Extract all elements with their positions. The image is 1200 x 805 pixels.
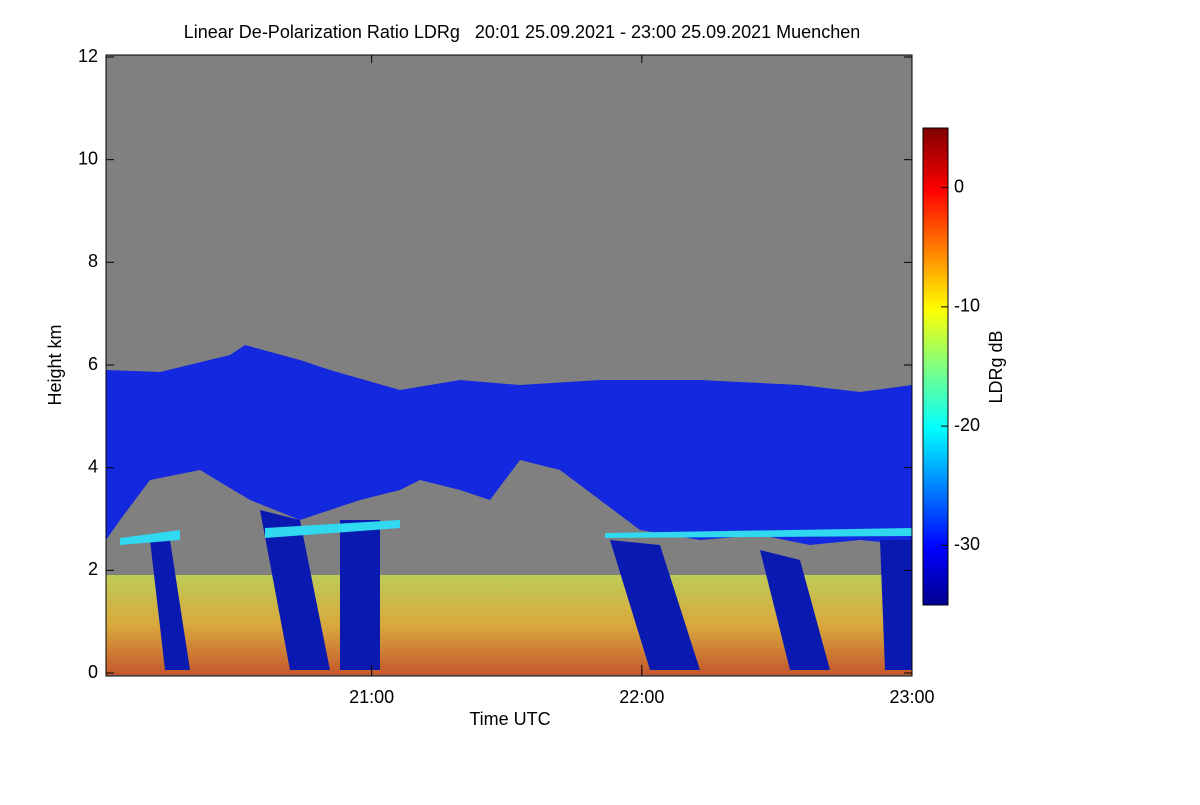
x-tick-label: 22:00 bbox=[619, 687, 664, 707]
colorbar-tick-label: 0 bbox=[954, 176, 964, 196]
cloud-layer bbox=[106, 345, 912, 675]
colorbar-tick-label: -30 bbox=[954, 534, 980, 554]
x-tick-label: 23:00 bbox=[889, 687, 934, 707]
y-tick-label: 6 bbox=[88, 354, 98, 374]
cloud bbox=[106, 345, 912, 545]
y-axis-label: Height km bbox=[45, 324, 65, 405]
colorbar-label: LDRg dB bbox=[986, 330, 1006, 403]
y-tick-label: 10 bbox=[78, 148, 98, 168]
y-tick-label: 0 bbox=[88, 662, 98, 682]
melting-layer bbox=[120, 520, 912, 545]
fall-streak bbox=[150, 510, 912, 670]
colorbar bbox=[922, 127, 949, 606]
y-tick-label: 12 bbox=[78, 46, 98, 66]
colorbar-tick-label: -10 bbox=[954, 296, 980, 316]
x-tick-label: 21:00 bbox=[349, 687, 394, 707]
y-tick-label: 2 bbox=[88, 559, 98, 579]
x-axis-label: Time UTC bbox=[469, 709, 550, 729]
colorbar-tick-label: -20 bbox=[954, 415, 980, 435]
y-tick-label: 8 bbox=[88, 251, 98, 271]
y-tick-label: 4 bbox=[88, 456, 98, 476]
chart-title: Linear De-Polarization Ratio LDRg 20:01 … bbox=[184, 22, 860, 42]
